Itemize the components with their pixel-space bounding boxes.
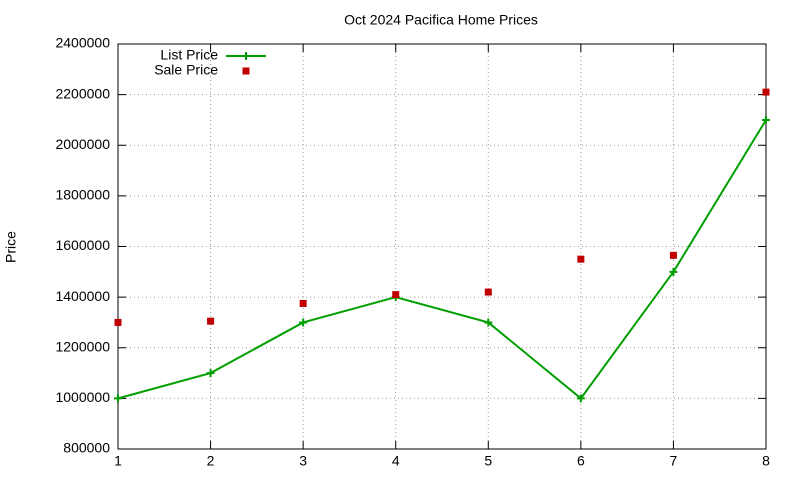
legend-label: List Price: [160, 47, 218, 63]
y-tick-label: 1000000: [55, 389, 110, 405]
point: [207, 317, 215, 325]
chart-title: Oct 2024 Pacifica Home Prices: [344, 12, 538, 28]
y-tick-label: 1600000: [55, 237, 110, 253]
plot-border: [117, 43, 767, 450]
x-tick-label: 7: [670, 453, 678, 469]
point: [576, 394, 585, 403]
point: [484, 318, 493, 327]
point: [392, 291, 400, 299]
x-tick-label: 6: [577, 453, 585, 469]
point: [299, 299, 307, 307]
legend-label: Sale Price: [154, 62, 218, 78]
y-tick-label: 2200000: [55, 85, 110, 101]
y-tick-label: 1400000: [55, 288, 110, 304]
legend-marker: [242, 52, 250, 60]
y-tick-label: 1800000: [55, 187, 110, 203]
y-axis-label: Price: [3, 231, 19, 263]
y-tick-label: 1200000: [55, 338, 110, 354]
point: [484, 288, 492, 296]
x-tick-label: 2: [207, 453, 215, 469]
point: [114, 318, 122, 326]
x-tick-label: 1: [114, 453, 122, 469]
point: [762, 115, 770, 124]
point: [762, 88, 770, 96]
point: [669, 251, 677, 259]
point: [669, 267, 678, 276]
point: [206, 369, 215, 378]
x-tick-label: 3: [299, 453, 307, 469]
y-tick-label: 2400000: [55, 35, 110, 51]
x-tick-label: 8: [762, 453, 770, 469]
legend-marker: [242, 67, 250, 75]
series-line: [117, 119, 767, 400]
x-tick-label: 4: [392, 453, 400, 469]
point: [114, 394, 122, 403]
point: [299, 318, 308, 327]
x-tick-label: 5: [484, 453, 492, 469]
y-tick-label: 800000: [63, 440, 110, 456]
y-tick-label: 2000000: [55, 136, 110, 152]
point: [577, 255, 585, 263]
